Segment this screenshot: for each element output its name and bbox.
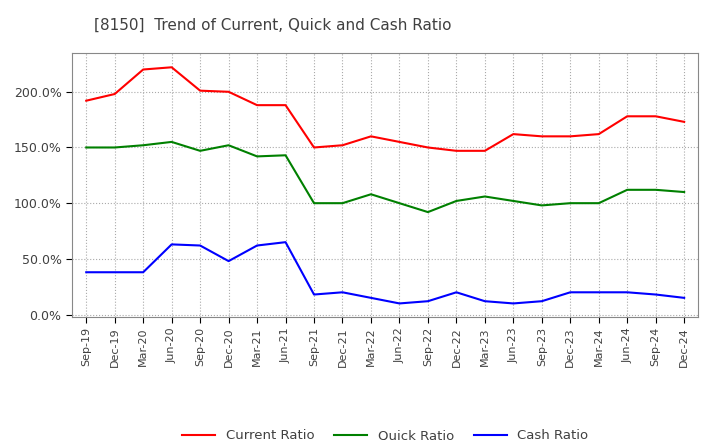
Cash Ratio <box>366 295 375 301</box>
Quick Ratio <box>110 145 119 150</box>
Quick Ratio <box>452 198 461 204</box>
Line: Current Ratio: Current Ratio <box>86 67 684 151</box>
Current Ratio <box>595 132 603 137</box>
Quick Ratio <box>480 194 489 199</box>
Current Ratio <box>680 119 688 125</box>
Cash Ratio <box>282 239 290 245</box>
Current Ratio <box>225 89 233 95</box>
Cash Ratio <box>537 299 546 304</box>
Current Ratio <box>395 139 404 145</box>
Current Ratio <box>110 92 119 97</box>
Current Ratio <box>139 67 148 72</box>
Cash Ratio <box>566 290 575 295</box>
Line: Cash Ratio: Cash Ratio <box>86 242 684 304</box>
Current Ratio <box>253 103 261 108</box>
Current Ratio <box>623 114 631 119</box>
Cash Ratio <box>652 292 660 297</box>
Quick Ratio <box>595 201 603 206</box>
Quick Ratio <box>196 148 204 154</box>
Cash Ratio <box>310 292 318 297</box>
Cash Ratio <box>623 290 631 295</box>
Quick Ratio <box>566 201 575 206</box>
Current Ratio <box>366 134 375 139</box>
Quick Ratio <box>366 192 375 197</box>
Current Ratio <box>652 114 660 119</box>
Cash Ratio <box>110 270 119 275</box>
Quick Ratio <box>395 201 404 206</box>
Current Ratio <box>282 103 290 108</box>
Quick Ratio <box>167 139 176 145</box>
Cash Ratio <box>395 301 404 306</box>
Quick Ratio <box>652 187 660 192</box>
Cash Ratio <box>680 295 688 301</box>
Text: [8150]  Trend of Current, Quick and Cash Ratio: [8150] Trend of Current, Quick and Cash … <box>94 18 451 33</box>
Current Ratio <box>537 134 546 139</box>
Legend: Current Ratio, Quick Ratio, Cash Ratio: Current Ratio, Quick Ratio, Cash Ratio <box>177 424 593 440</box>
Quick Ratio <box>82 145 91 150</box>
Current Ratio <box>423 145 432 150</box>
Cash Ratio <box>423 299 432 304</box>
Quick Ratio <box>623 187 631 192</box>
Cash Ratio <box>480 299 489 304</box>
Quick Ratio <box>253 154 261 159</box>
Cash Ratio <box>167 242 176 247</box>
Quick Ratio <box>537 203 546 208</box>
Cash Ratio <box>452 290 461 295</box>
Cash Ratio <box>225 258 233 264</box>
Cash Ratio <box>338 290 347 295</box>
Current Ratio <box>480 148 489 154</box>
Current Ratio <box>82 98 91 103</box>
Current Ratio <box>566 134 575 139</box>
Cash Ratio <box>139 270 148 275</box>
Current Ratio <box>310 145 318 150</box>
Cash Ratio <box>253 243 261 248</box>
Line: Quick Ratio: Quick Ratio <box>86 142 684 212</box>
Current Ratio <box>509 132 518 137</box>
Quick Ratio <box>509 198 518 204</box>
Current Ratio <box>452 148 461 154</box>
Cash Ratio <box>196 243 204 248</box>
Quick Ratio <box>225 143 233 148</box>
Quick Ratio <box>680 189 688 194</box>
Current Ratio <box>167 65 176 70</box>
Current Ratio <box>338 143 347 148</box>
Quick Ratio <box>282 153 290 158</box>
Cash Ratio <box>82 270 91 275</box>
Quick Ratio <box>139 143 148 148</box>
Quick Ratio <box>423 209 432 215</box>
Quick Ratio <box>338 201 347 206</box>
Cash Ratio <box>509 301 518 306</box>
Quick Ratio <box>310 201 318 206</box>
Current Ratio <box>196 88 204 93</box>
Cash Ratio <box>595 290 603 295</box>
